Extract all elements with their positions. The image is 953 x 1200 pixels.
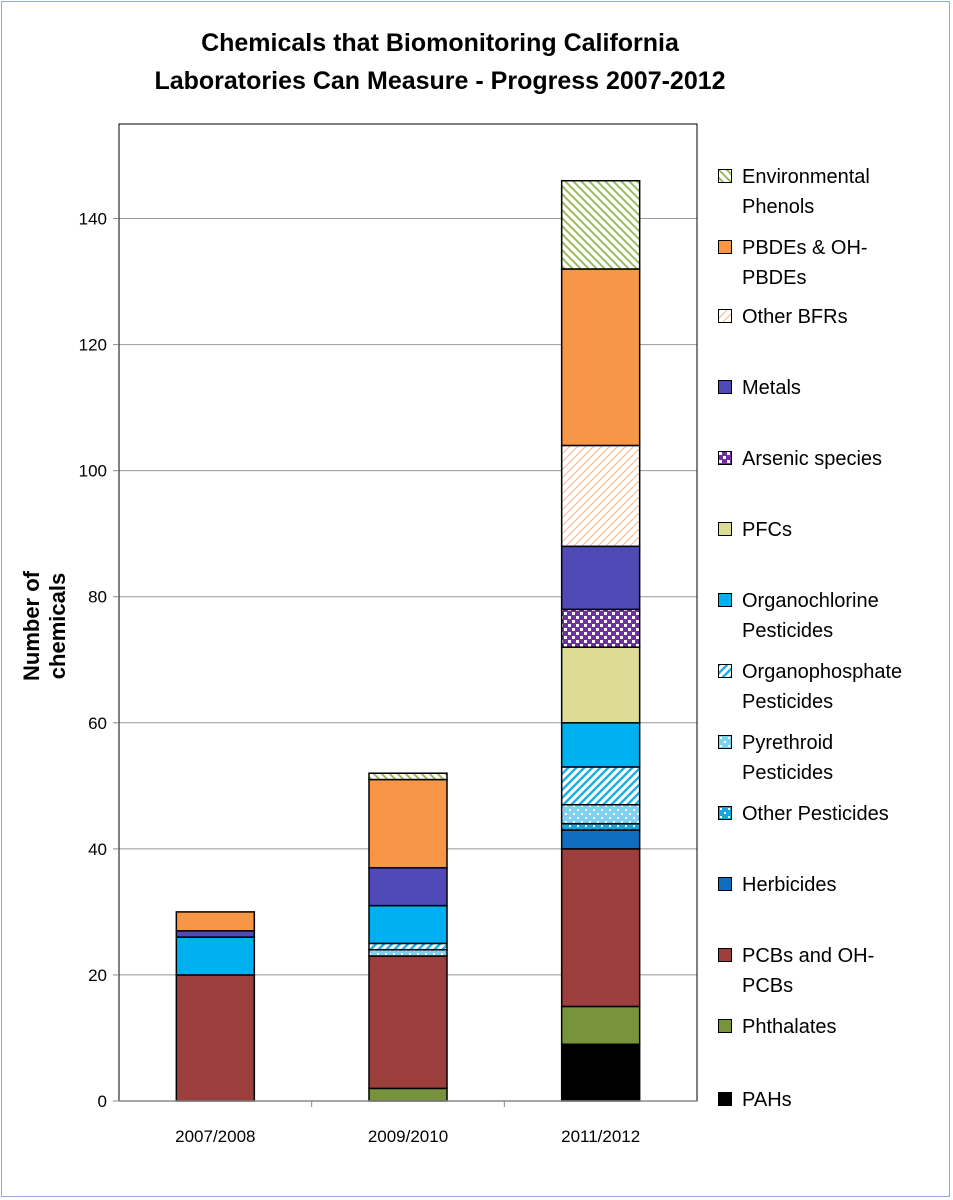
bar-segment-pcbs-and-oh-pcbs-2011-2012: [560, 848, 641, 1008]
bar-segment-pbdes-oh-pbdes-2011-2012: [560, 268, 641, 447]
bar-segment-other-pesticides-2011-2012: [560, 822, 641, 831]
bar-segment-pfcs-2011-2012: [560, 646, 641, 724]
legend-swatch: [718, 1092, 732, 1106]
bar-segment-pcbs-and-oh-pcbs-2009-2010: [368, 955, 448, 1090]
bar-segment-metals-2007-2008: [175, 930, 256, 938]
legend-label: PCBs and OH- PCBs: [742, 945, 875, 997]
legend-swatch: [718, 1019, 732, 1033]
y-tick-label: 40: [88, 840, 107, 859]
legend-swatch: [718, 593, 732, 607]
legend-label: Herbicides: [742, 874, 837, 896]
legend-swatch: [718, 169, 732, 183]
chart-title: Chemicals that Biomonitoring California …: [60, 24, 820, 100]
bar-segment-metals-2009-2010: [368, 867, 448, 907]
y-tick-label: 100: [79, 462, 107, 481]
x-tick-label: 2011/2012: [561, 1127, 640, 1146]
y-tick-label: 80: [88, 588, 107, 607]
bar-segment-organochlorine-pesticides-2011-2012: [560, 722, 641, 768]
legend-swatch: [718, 877, 732, 891]
bar-segment-organophosphate-pesticides-2009-2010: [368, 942, 448, 951]
bar-segment-metals-2011-2012: [560, 545, 641, 611]
chart-title-line-1: Chemicals that Biomonitoring California: [201, 29, 679, 57]
x-tick-label: 2007/2008: [175, 1127, 255, 1146]
bar-segment-pbdes-oh-pbdes-2007-2008: [175, 911, 256, 932]
bar-segment-environmental-phenols-2011-2012: [560, 179, 641, 270]
bar-segment-environmental-phenols-2009-2010: [368, 772, 448, 781]
y-tick-label: 0: [98, 1092, 107, 1111]
bar-segment-pcbs-and-oh-pcbs-2007-2008: [175, 974, 256, 1102]
legend-swatch: [718, 664, 732, 678]
legend-label: PBDEs & OH- PBDEs: [742, 237, 868, 289]
bar-segment-phthalates-2009-2010: [368, 1087, 448, 1102]
legend-label: Organophosphate Pesticides: [742, 661, 903, 713]
bar-segment-other-bfrs-2011-2012: [560, 444, 641, 548]
bar-segment-organochlorine-pesticides-2009-2010: [368, 904, 448, 945]
bar-segment-pyrethroid-pesticides-2011-2012: [560, 803, 641, 825]
legend-label: Environmental Phenols: [742, 166, 870, 218]
y-tick-label: 20: [88, 966, 107, 985]
bar-segment-pbdes-oh-pbdes-2009-2010: [368, 778, 448, 869]
legend-swatch: [718, 735, 732, 749]
legend-label: Pyrethroid Pesticides: [742, 732, 834, 784]
x-tick-label: 2009/2010: [368, 1127, 448, 1146]
y-tick-label: 120: [79, 336, 107, 355]
bar-segment-herbicides-2011-2012: [560, 829, 641, 850]
bar-segment-organophosphate-pesticides-2011-2012: [560, 766, 641, 806]
bar-segment-pahs-2011-2012: [560, 1043, 641, 1102]
legend-label: Other BFRs: [742, 306, 848, 328]
legend-label: PAHs: [742, 1089, 792, 1111]
y-tick-label: 60: [88, 714, 107, 733]
chart-title-line-2: Laboratories Can Measure - Progress 2007…: [154, 67, 726, 95]
legend-swatch: [718, 309, 732, 323]
legend-swatch: [718, 522, 732, 536]
bar-segment-organochlorine-pesticides-2007-2008: [175, 936, 256, 976]
legend-swatch: [718, 806, 732, 820]
bar-segment-arsenic-species-2011-2012: [560, 608, 641, 648]
legend-swatch: [718, 948, 732, 962]
legend-label: PFCs: [742, 519, 792, 541]
legend-swatch: [718, 380, 732, 394]
y-tick-label: 140: [79, 210, 107, 229]
legend-label: Arsenic species: [742, 448, 883, 470]
legend-label: Metals: [742, 377, 801, 399]
legend-label: Organochlorine Pesticides: [742, 590, 879, 642]
legend-swatch: [718, 451, 732, 465]
legend-label: Other Pesticides: [742, 803, 889, 825]
bar-segment-pyrethroid-pesticides-2009-2010: [368, 948, 448, 957]
bar-segment-phthalates-2011-2012: [560, 1005, 641, 1046]
legend-swatch: [718, 240, 732, 254]
legend-label: Phthalates: [742, 1016, 837, 1038]
